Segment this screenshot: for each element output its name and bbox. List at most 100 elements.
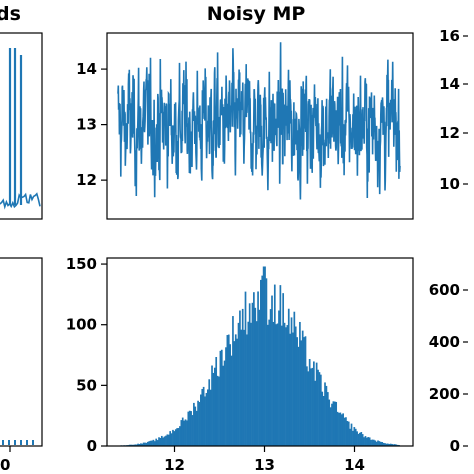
histogram-bar xyxy=(181,417,184,446)
histogram-bar xyxy=(286,325,289,446)
hist-ytick-label: 150 xyxy=(66,255,97,273)
hist-xtick-label: 12 xyxy=(164,456,185,474)
histogram-bar xyxy=(271,295,273,446)
histogram-bar xyxy=(232,316,234,446)
histogram-bar xyxy=(296,337,298,446)
histogram-bar xyxy=(233,341,236,446)
histogram-bar xyxy=(158,437,160,446)
histogram-bar xyxy=(361,434,364,446)
histogram-bar xyxy=(364,436,367,446)
histogram-bar xyxy=(155,438,158,446)
line-ytick-label: 14 xyxy=(76,60,97,78)
histogram-bar xyxy=(264,266,266,446)
right-top-yticks: 10 12 14 16 xyxy=(439,27,468,193)
histogram-bar xyxy=(273,284,276,446)
histogram-bar xyxy=(219,350,222,446)
histogram-bar xyxy=(335,401,338,446)
histogram-bar xyxy=(225,347,227,446)
histogram-bar xyxy=(134,444,137,446)
histogram-bar xyxy=(275,324,278,446)
histogram-bar xyxy=(202,386,205,446)
histogram-bar xyxy=(329,407,332,446)
left-top-series xyxy=(0,48,41,210)
histogram-bar xyxy=(292,332,294,446)
histogram-bar xyxy=(350,423,353,446)
histogram-bar xyxy=(385,443,388,446)
histogram-bar xyxy=(215,357,218,446)
histogram-bar xyxy=(321,391,324,446)
histogram-bar xyxy=(366,437,368,446)
histogram-bar xyxy=(310,368,312,446)
histogram-bar xyxy=(368,437,371,446)
left-top-partial-panel: ds xyxy=(0,3,43,220)
histogram-bar xyxy=(332,401,335,446)
histogram-bar xyxy=(257,291,259,446)
histogram-bar xyxy=(218,376,220,446)
histogram-bar xyxy=(319,374,322,446)
histogram-bar xyxy=(241,308,244,446)
histogram-bar xyxy=(133,444,135,446)
histogram-bar xyxy=(201,388,204,446)
histogram-bar xyxy=(360,432,363,446)
histogram-bar xyxy=(226,335,229,446)
histogram-bar xyxy=(393,444,396,446)
histogram-bar xyxy=(131,444,134,446)
histogram-bar xyxy=(236,338,238,446)
histogram-bar xyxy=(160,435,163,446)
histogram-bar xyxy=(314,380,317,446)
histogram-bar xyxy=(170,433,173,446)
histogram-bar xyxy=(138,444,141,446)
histogram-bar xyxy=(229,344,232,446)
histogram-bar xyxy=(315,362,318,446)
histogram-bar xyxy=(374,440,377,446)
histogram-bar xyxy=(156,440,159,446)
histogram-bar xyxy=(128,444,131,446)
histogram-bar xyxy=(262,266,265,446)
left-bottom-bar xyxy=(14,440,16,445)
left-bottom-xtick-label: 0 xyxy=(0,456,10,474)
histogram-bar xyxy=(356,431,358,446)
right-top-partial-panel: 10 12 14 16 xyxy=(439,27,468,193)
histogram-bar xyxy=(204,396,206,446)
histogram-bar xyxy=(147,441,149,446)
line-ytick-label: 13 xyxy=(76,116,97,134)
histogram-bar xyxy=(172,429,174,446)
histogram-bar xyxy=(379,441,382,446)
histogram-bar xyxy=(285,327,287,446)
left-bottom-series xyxy=(2,440,34,452)
histogram-bar xyxy=(287,308,290,446)
histogram-bar xyxy=(195,410,198,446)
histogram-bar xyxy=(268,319,271,446)
histogram-bar xyxy=(289,333,291,446)
histogram-bar xyxy=(388,444,391,446)
histogram-bar xyxy=(145,442,148,446)
histogram-bar xyxy=(163,436,166,446)
histogram-bar xyxy=(338,412,340,446)
left-bottom-bar xyxy=(2,440,4,445)
histogram-bar xyxy=(294,326,297,446)
left-bottom-bar xyxy=(26,440,28,445)
left-top-axes-frame xyxy=(0,32,43,220)
histogram-bar xyxy=(180,420,183,446)
histogram-bar xyxy=(152,439,155,446)
histogram-bar xyxy=(162,437,165,446)
left-bottom-partial-panel: 0 xyxy=(0,257,43,474)
histogram-bar xyxy=(301,330,304,446)
noisy-mp-line-series xyxy=(117,42,401,200)
histogram-bar xyxy=(278,310,280,446)
histogram-bar xyxy=(173,431,176,446)
histogram-bar xyxy=(211,365,213,446)
histogram-bar xyxy=(261,275,264,446)
histogram-bar xyxy=(352,430,354,446)
histogram-bar xyxy=(331,403,333,446)
histogram-bar xyxy=(367,437,370,446)
histogram-bar xyxy=(279,285,282,446)
histogram-bar xyxy=(130,444,132,446)
histogram-bar xyxy=(135,444,138,446)
histogram-bar xyxy=(269,309,272,446)
histogram-bar xyxy=(141,443,144,446)
histogram-bar xyxy=(300,340,303,446)
histogram-bar xyxy=(357,433,360,446)
right-top-ytick-label: 12 xyxy=(439,124,460,142)
histogram-bar xyxy=(347,421,350,446)
